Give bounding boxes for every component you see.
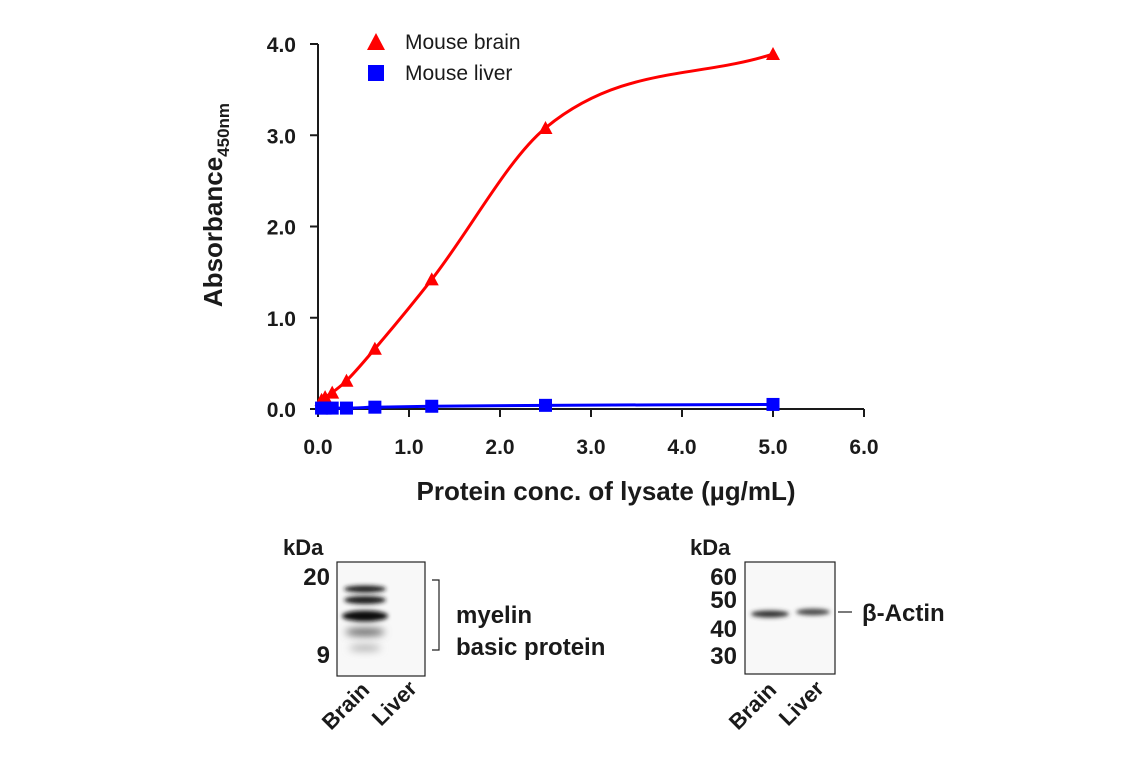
y-tick-label: 4.0 — [267, 34, 296, 57]
blot1-bracket — [432, 579, 440, 651]
x-tick-label: 5.0 — [758, 436, 787, 459]
series-mouse-brain — [314, 47, 780, 406]
data-point — [325, 401, 339, 415]
data-point — [425, 399, 439, 413]
blot1-target-line2: basic protein — [456, 634, 605, 661]
western-blot-actin: kDa 60 50 40 30 β-Actin Brain Liver — [690, 535, 945, 735]
data-point — [538, 120, 553, 134]
blot2-marker-50: 50 — [710, 587, 737, 614]
band — [344, 596, 386, 604]
series-layer — [314, 47, 780, 415]
band — [345, 628, 385, 636]
data-point — [368, 400, 382, 414]
legend-label-liver: Mouse liver — [405, 62, 512, 85]
y-tick-label: 2.0 — [267, 217, 296, 240]
y-ticks: 0.0 1.0 2.0 3.0 4.0 — [267, 34, 318, 422]
data-point — [539, 398, 552, 412]
blot2-bands — [751, 608, 830, 618]
blot2-membrane — [744, 561, 836, 675]
x-tick-label: 3.0 — [576, 436, 605, 459]
legend-marker-liver — [368, 65, 384, 81]
x-tick-label: 0.0 — [303, 436, 332, 459]
x-axis-label: Protein conc. of lysate (µg/mL) — [416, 476, 795, 506]
blot2-marker-30: 30 — [710, 643, 737, 670]
x-tick-label: 6.0 — [849, 436, 878, 459]
blot1-lane-brain: Brain — [317, 677, 374, 734]
blot2-lane-liver: Liver — [774, 675, 829, 730]
data-point — [339, 401, 353, 415]
x-tick-label: 4.0 — [667, 436, 696, 459]
blot1-lane-liver: Liver — [367, 675, 422, 730]
data-point — [766, 47, 780, 61]
data-point — [424, 272, 439, 286]
western-blot-mbp: kDa 20 9 myelin basic protein Brain Live… — [283, 535, 605, 735]
band — [751, 610, 789, 618]
blot1-marker-9: 9 — [317, 642, 330, 669]
blot1-target-line1: myelin — [456, 602, 532, 629]
band — [344, 585, 386, 593]
legend-marker-brain — [367, 33, 385, 50]
blot2-marker-40: 40 — [710, 616, 737, 643]
blot2-marker-60: 60 — [710, 564, 737, 591]
blot2-kda-label: kDa — [690, 535, 731, 560]
blot1-kda-label: kDa — [283, 535, 324, 560]
series-mouse-liver — [315, 397, 780, 415]
y-axis-label-main: Absorbance — [198, 157, 228, 307]
data-point — [318, 390, 333, 404]
elisa-chart: 0.0 1.0 2.0 3.0 4.0 0.0 1.0 2.0 3.0 4.0 5.0 6.0 Ab… — [198, 31, 879, 506]
y-tick-label: 3.0 — [267, 125, 296, 148]
band — [349, 645, 381, 651]
legend: Mouse brain Mouse liver — [367, 31, 521, 85]
y-tick-label: 0.0 — [267, 399, 296, 422]
blot1-bands — [342, 585, 388, 651]
y-axis-label-subscript: 450nm — [214, 103, 233, 157]
blot2-lane-brain: Brain — [724, 677, 781, 734]
legend-label-brain: Mouse brain — [405, 31, 521, 54]
data-point — [325, 385, 340, 399]
band — [342, 610, 388, 622]
y-axis-label: Absorbance450nm — [198, 103, 233, 307]
data-point — [339, 373, 354, 387]
x-ticks: 0.0 1.0 2.0 3.0 4.0 5.0 6.0 — [303, 409, 879, 459]
x-tick-label: 1.0 — [394, 436, 423, 459]
x-tick-label: 2.0 — [485, 436, 514, 459]
band — [796, 608, 830, 616]
y-tick-label: 1.0 — [267, 308, 296, 331]
data-point — [766, 397, 780, 411]
blot2-target: β-Actin — [862, 600, 945, 627]
data-point — [367, 341, 382, 355]
series-line — [320, 52, 774, 402]
blot1-marker-20: 20 — [303, 564, 330, 591]
